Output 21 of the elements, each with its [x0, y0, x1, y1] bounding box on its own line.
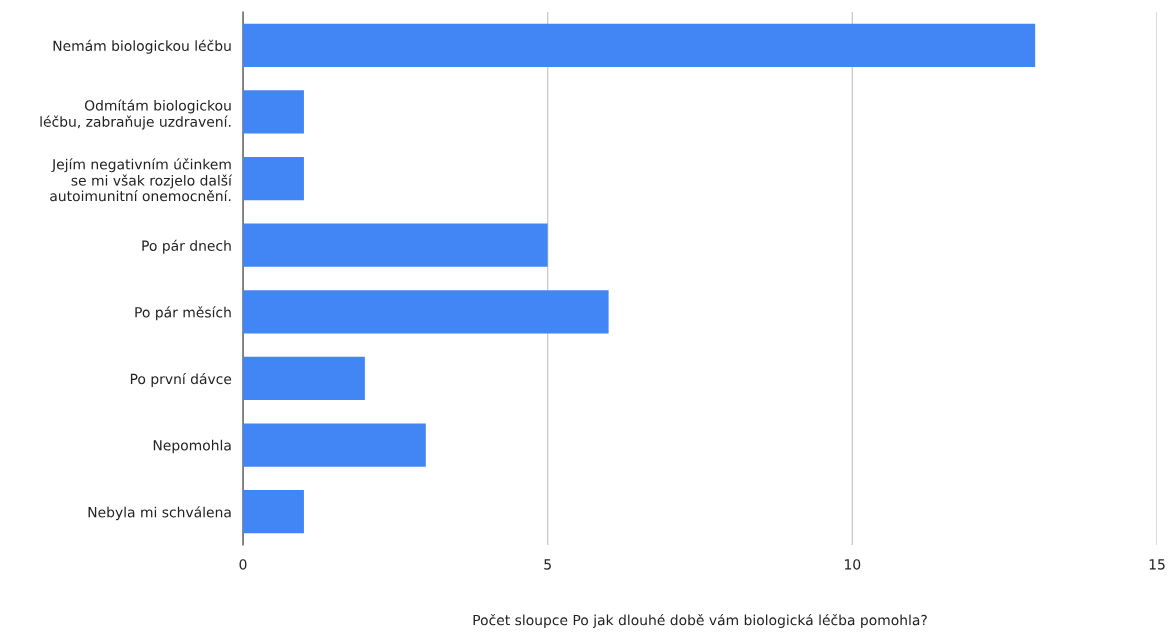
y-tick-label: Nebyla mi schválena — [88, 506, 231, 521]
y-tick-label: Po první dávce — [130, 372, 232, 387]
x-tick-label: 0 — [239, 559, 247, 570]
bar — [243, 156, 304, 201]
y-tick-label: Jejím negativním účinkem se mi však rozjelo další autoimunitní onemocnění. — [50, 158, 233, 202]
bar — [243, 423, 426, 467]
bar — [243, 290, 609, 334]
y-tick-label: Odmítám biologickou léčbu, zabraňuje uzdravení. — [40, 99, 231, 130]
bar — [243, 490, 304, 534]
x-tick-label: 15 — [1149, 559, 1165, 570]
y-tick-label: Po pár měsích — [135, 306, 231, 321]
bar — [243, 90, 304, 134]
x-tick-label: 10 — [845, 559, 861, 570]
x-tick-label: 5 — [544, 559, 551, 570]
y-tick-label: Nemám biologickou léčbu — [53, 39, 231, 54]
bar — [243, 23, 1036, 67]
x-axis-title: Počet sloupce Po jak dlouhé době vám biologická léčba pomohla? — [473, 614, 927, 628]
bar — [243, 223, 548, 267]
y-tick-label: Nepomohla — [153, 439, 231, 454]
bar — [243, 356, 365, 401]
y-tick-label: Po pár dnech — [142, 239, 231, 254]
